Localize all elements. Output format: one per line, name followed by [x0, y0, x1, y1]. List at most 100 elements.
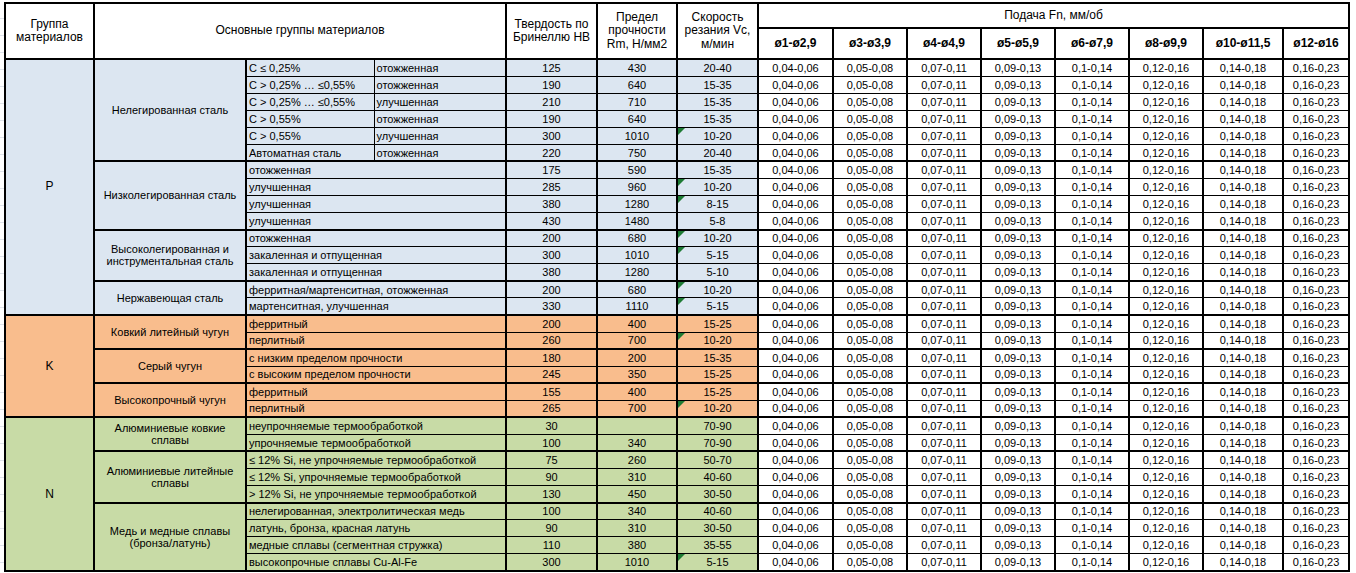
material-cell[interactable]: медные сплавы (сегментная стружка) — [246, 537, 506, 554]
feed-cell[interactable]: 0,16-0,23 — [1283, 486, 1349, 503]
strength-cell[interactable]: 260 — [597, 451, 677, 468]
hardness-cell[interactable]: 300 — [506, 554, 597, 571]
feed-cell[interactable]: 0,07-0,11 — [907, 127, 981, 144]
feed-cell[interactable]: 0,12-0,16 — [1129, 520, 1203, 537]
feed-cell[interactable]: 0,1-0,14 — [1055, 230, 1129, 247]
strength-cell[interactable]: 430 — [597, 59, 677, 76]
header-feed-col-1[interactable]: ø1-ø2,9 — [758, 28, 833, 59]
feed-cell[interactable]: 0,05-0,08 — [833, 178, 907, 195]
speed-cell[interactable]: 50-70 — [677, 451, 758, 468]
material-cell[interactable]: упрочняемые термообработкой — [246, 434, 506, 451]
strength-cell[interactable]: 1010 — [597, 247, 677, 264]
hardness-cell[interactable]: 125 — [506, 59, 597, 76]
hardness-cell[interactable]: 380 — [506, 196, 597, 213]
material-state-cell[interactable]: улучшенная — [374, 127, 506, 144]
header-feed-col-4[interactable]: ø5-ø5,9 — [981, 28, 1055, 59]
group-cell[interactable]: Нержавеющая сталь — [94, 281, 246, 315]
material-cell[interactable]: перлитный — [246, 400, 506, 417]
feed-cell[interactable]: 0,12-0,16 — [1129, 417, 1203, 434]
feed-cell[interactable]: 0,14-0,18 — [1203, 144, 1283, 161]
feed-cell[interactable]: 0,1-0,14 — [1055, 451, 1129, 468]
feed-cell[interactable]: 0,05-0,08 — [833, 503, 907, 520]
header-feed-col-7[interactable]: ø10-ø11,5 — [1203, 28, 1283, 59]
material-cell[interactable]: мартенситная, улучшенная — [246, 298, 506, 315]
feed-cell[interactable]: 0,16-0,23 — [1283, 400, 1349, 417]
feed-cell[interactable]: 0,14-0,18 — [1203, 110, 1283, 127]
feed-cell[interactable]: 0,07-0,11 — [907, 196, 981, 213]
strength-cell[interactable]: 200 — [597, 349, 677, 366]
feed-cell[interactable]: 0,12-0,16 — [1129, 400, 1203, 417]
feed-cell[interactable]: 0,05-0,08 — [833, 144, 907, 161]
feed-cell[interactable]: 0,05-0,08 — [833, 196, 907, 213]
hardness-cell[interactable]: 190 — [506, 76, 597, 93]
strength-cell[interactable]: 310 — [597, 469, 677, 486]
hardness-cell[interactable]: 210 — [506, 93, 597, 110]
strength-cell[interactable]: 1110 — [597, 298, 677, 315]
feed-cell[interactable]: 0,07-0,11 — [907, 144, 981, 161]
strength-cell[interactable]: 750 — [597, 144, 677, 161]
hardness-cell[interactable]: 130 — [506, 486, 597, 503]
speed-cell[interactable]: 15-35 — [677, 93, 758, 110]
material-state-cell[interactable]: улучшенная — [374, 93, 506, 110]
hardness-cell[interactable]: 200 — [506, 315, 597, 332]
feed-cell[interactable]: 0,04-0,06 — [758, 298, 833, 315]
material-cell[interactable]: улучшенная — [246, 213, 506, 230]
feed-cell[interactable]: 0,1-0,14 — [1055, 400, 1129, 417]
feed-cell[interactable]: 0,1-0,14 — [1055, 247, 1129, 264]
strength-cell[interactable]: 1480 — [597, 213, 677, 230]
feed-cell[interactable]: 0,12-0,16 — [1129, 281, 1203, 298]
hardness-cell[interactable]: 190 — [506, 110, 597, 127]
feed-cell[interactable]: 0,1-0,14 — [1055, 537, 1129, 554]
strength-cell[interactable]: 340 — [597, 434, 677, 451]
feed-cell[interactable]: 0,09-0,13 — [981, 349, 1055, 366]
feed-cell[interactable]: 0,04-0,06 — [758, 213, 833, 230]
group-cell[interactable]: Алюминиевые ковкие сплавы — [94, 417, 246, 451]
feed-cell[interactable]: 0,14-0,18 — [1203, 281, 1283, 298]
speed-cell[interactable]: 10-20 — [677, 332, 758, 349]
speed-cell[interactable]: 30-50 — [677, 486, 758, 503]
feed-cell[interactable]: 0,16-0,23 — [1283, 161, 1349, 178]
feed-cell[interactable]: 0,16-0,23 — [1283, 503, 1349, 520]
material-cell[interactable]: С ≤ 0,25% — [246, 59, 374, 76]
feed-cell[interactable]: 0,05-0,08 — [833, 400, 907, 417]
feed-cell[interactable]: 0,09-0,13 — [981, 554, 1055, 571]
material-cell[interactable]: ферритная/мартенситная, отожженная — [246, 281, 506, 298]
feed-cell[interactable]: 0,09-0,13 — [981, 469, 1055, 486]
feed-cell[interactable]: 0,04-0,06 — [758, 469, 833, 486]
feed-cell[interactable]: 0,12-0,16 — [1129, 451, 1203, 468]
hardness-cell[interactable]: 220 — [506, 144, 597, 161]
strength-cell[interactable]: 310 — [597, 520, 677, 537]
feed-cell[interactable]: 0,05-0,08 — [833, 554, 907, 571]
feed-cell[interactable]: 0,14-0,18 — [1203, 315, 1283, 332]
speed-cell[interactable]: 10-20 — [677, 230, 758, 247]
feed-cell[interactable]: 0,14-0,18 — [1203, 161, 1283, 178]
feed-cell[interactable]: 0,09-0,13 — [981, 298, 1055, 315]
feed-cell[interactable]: 0,04-0,06 — [758, 332, 833, 349]
feed-cell[interactable]: 0,05-0,08 — [833, 93, 907, 110]
hardness-cell[interactable]: 300 — [506, 247, 597, 264]
feed-cell[interactable]: 0,14-0,18 — [1203, 366, 1283, 383]
feed-cell[interactable]: 0,05-0,08 — [833, 230, 907, 247]
feed-cell[interactable]: 0,14-0,18 — [1203, 178, 1283, 195]
material-cell[interactable]: улучшенная — [246, 196, 506, 213]
hardness-cell[interactable]: 175 — [506, 161, 597, 178]
hardness-cell[interactable]: 200 — [506, 281, 597, 298]
feed-cell[interactable]: 0,05-0,08 — [833, 417, 907, 434]
strength-cell[interactable]: 450 — [597, 486, 677, 503]
feed-cell[interactable]: 0,12-0,16 — [1129, 127, 1203, 144]
feed-cell[interactable]: 0,05-0,08 — [833, 247, 907, 264]
material-state-cell[interactable]: отожженная — [374, 59, 506, 76]
feed-cell[interactable]: 0,12-0,16 — [1129, 76, 1203, 93]
header-cutting-speed[interactable]: Скорость резания Vc, м/мин — [677, 3, 758, 59]
feed-cell[interactable]: 0,12-0,16 — [1129, 315, 1203, 332]
feed-cell[interactable]: 0,04-0,06 — [758, 366, 833, 383]
feed-cell[interactable]: 0,04-0,06 — [758, 230, 833, 247]
feed-cell[interactable]: 0,16-0,23 — [1283, 469, 1349, 486]
feed-cell[interactable]: 0,09-0,13 — [981, 400, 1055, 417]
material-cell[interactable]: ≤ 12% Si, не упрочняемые термообработкой — [246, 451, 506, 468]
feed-cell[interactable]: 0,12-0,16 — [1129, 213, 1203, 230]
feed-cell[interactable]: 0,04-0,06 — [758, 127, 833, 144]
feed-cell[interactable]: 0,1-0,14 — [1055, 520, 1129, 537]
feed-cell[interactable]: 0,12-0,16 — [1129, 366, 1203, 383]
feed-cell[interactable]: 0,16-0,23 — [1283, 451, 1349, 468]
